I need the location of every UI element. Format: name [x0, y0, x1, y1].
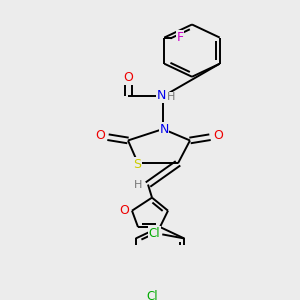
Text: O: O [213, 129, 223, 142]
Text: O: O [119, 204, 129, 217]
Text: H: H [167, 92, 175, 102]
Text: Cl: Cl [148, 227, 160, 240]
Text: O: O [95, 129, 105, 142]
Text: H: H [134, 180, 142, 190]
Text: F: F [177, 31, 184, 44]
Text: O: O [123, 71, 133, 84]
Text: N: N [156, 89, 166, 102]
Text: Cl: Cl [146, 290, 158, 300]
Text: N: N [159, 122, 169, 136]
Text: S: S [133, 158, 141, 171]
